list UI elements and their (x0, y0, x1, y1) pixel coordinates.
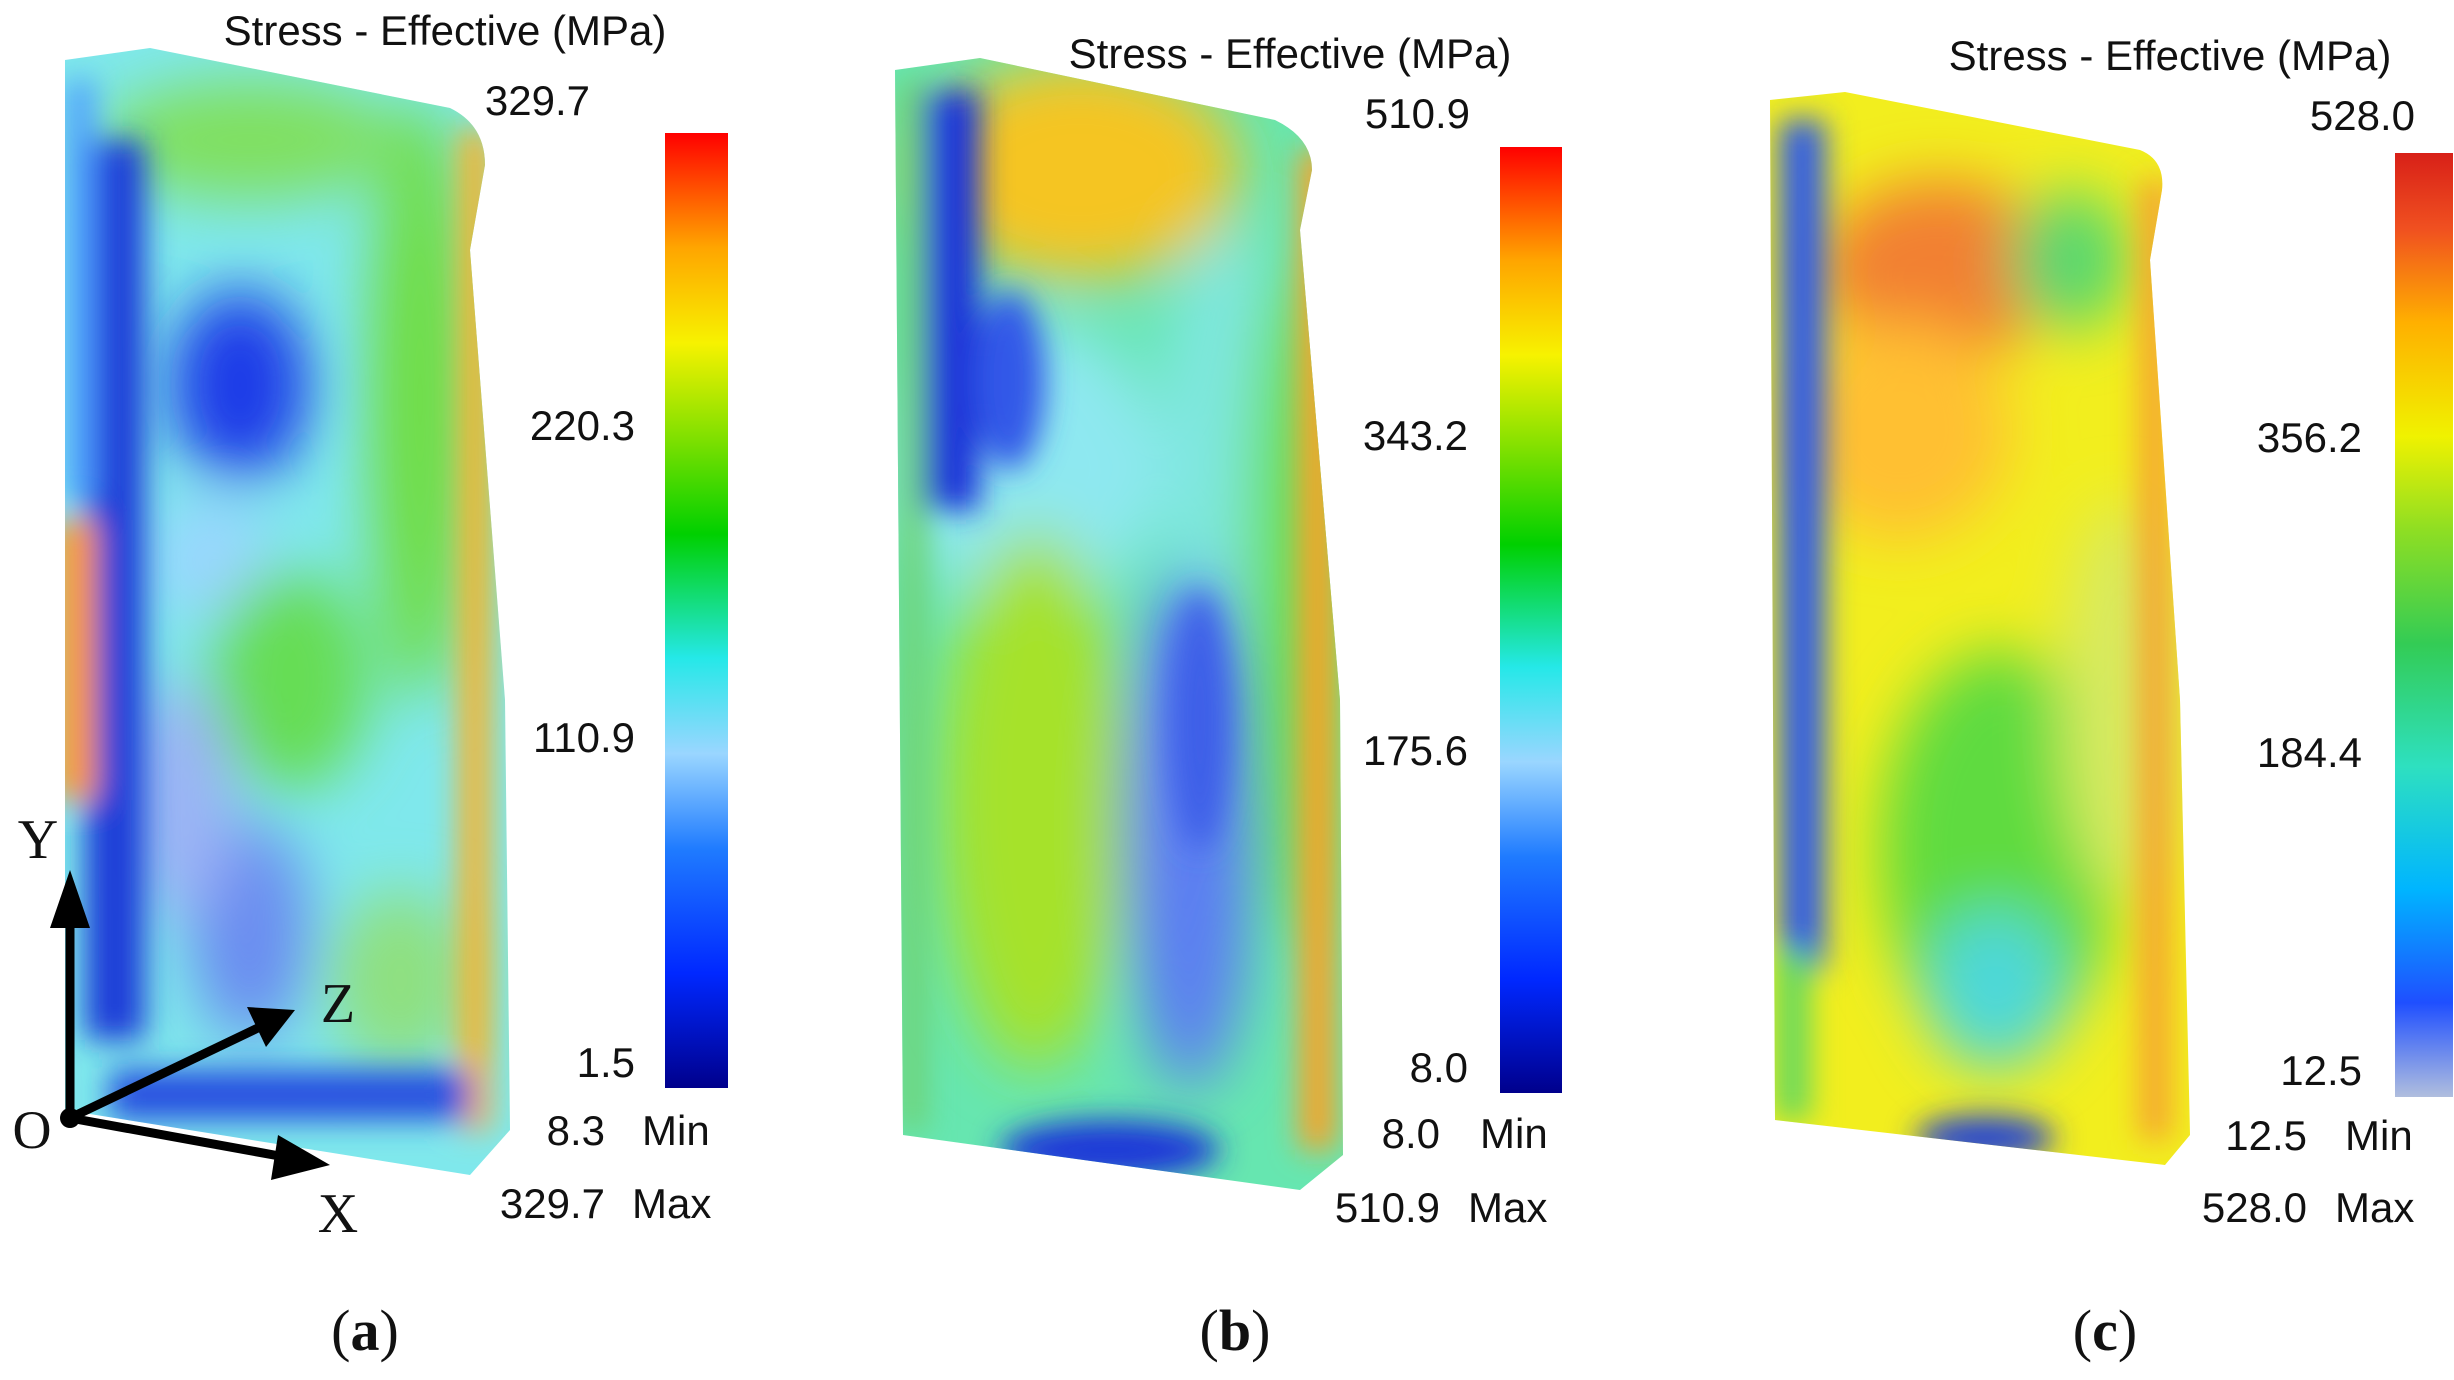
colorbar-title-c: Stress - Effective (MPa) (1949, 32, 2392, 79)
caption-c: (c) (2073, 1298, 2137, 1363)
stress-model-c (1770, 92, 2190, 1165)
z-axis-arrow (68, 1021, 264, 1123)
x-axis-arrow (69, 1113, 286, 1162)
colorbar-tick-a-2: 110.9 (533, 714, 635, 761)
min-value-b: 8.0 (1382, 1110, 1440, 1157)
panel-c: Stress - Effective (MPa) 528.0 356.2 184… (1770, 32, 2453, 1363)
max-label-b: Max (1468, 1184, 1547, 1231)
colorbar-top-value-b: 510.9 (1365, 90, 1470, 137)
colorbar-tick-b-2: 175.6 (1363, 727, 1468, 774)
colorbar-tick-c-1: 356.2 (2257, 414, 2362, 461)
colorbar-tick-a-1: 220.3 (530, 402, 635, 449)
colorbar-title-a: Stress - Effective (MPa) (224, 7, 667, 54)
panel-a: Stress - Effective (MPa) 329.7 220.3 110… (13, 7, 728, 1363)
y-axis-label: Y (18, 809, 58, 871)
min-label-b: Min (1480, 1110, 1548, 1157)
colorbar-tick-c-2: 184.4 (2257, 729, 2362, 776)
panel-b: Stress - Effective (MPa) 510.9 343.2 175… (895, 30, 1562, 1363)
colorbar-top-value-c: 528.0 (2310, 92, 2415, 139)
caption-a: (a) (331, 1298, 399, 1363)
y-arrowhead (50, 870, 90, 928)
origin-label: O (13, 1100, 52, 1160)
colorbar-b (1500, 147, 1562, 1093)
colorbar-tick-b-3: 8.0 (1410, 1044, 1468, 1091)
colorbar-tick-b-1: 343.2 (1363, 412, 1468, 459)
stress-model-a (65, 48, 510, 1175)
colorbar-top-value-a: 329.7 (485, 77, 590, 124)
colorbar-c (2395, 153, 2453, 1097)
colorbar-tick-c-3: 12.5 (2280, 1047, 2362, 1094)
caption-b: (b) (1200, 1298, 1271, 1363)
max-label-a: Max (632, 1180, 711, 1227)
x-axis-label: X (318, 1183, 358, 1245)
max-value-b: 510.9 (1335, 1184, 1440, 1231)
colorbar-a (665, 133, 728, 1088)
origin-point (60, 1108, 80, 1128)
stress-model-b (895, 58, 1343, 1190)
z-axis-label: Z (321, 973, 355, 1035)
x-arrowhead (271, 1135, 330, 1180)
max-value-a: 329.7 (500, 1180, 605, 1227)
max-value-c: 528.0 (2202, 1184, 2307, 1231)
colorbar-title-b: Stress - Effective (MPa) (1069, 30, 1512, 77)
min-label-a: Min (642, 1107, 710, 1154)
coordinate-axes: Y Z X O (13, 809, 359, 1245)
min-label-c: Min (2345, 1112, 2413, 1159)
colorbar-tick-a-3: 1.5 (577, 1039, 635, 1086)
max-label-c: Max (2335, 1184, 2414, 1231)
min-value-a: 8.3 (547, 1107, 605, 1154)
z-arrowhead (247, 1007, 295, 1047)
min-value-c: 12.5 (2225, 1112, 2307, 1159)
